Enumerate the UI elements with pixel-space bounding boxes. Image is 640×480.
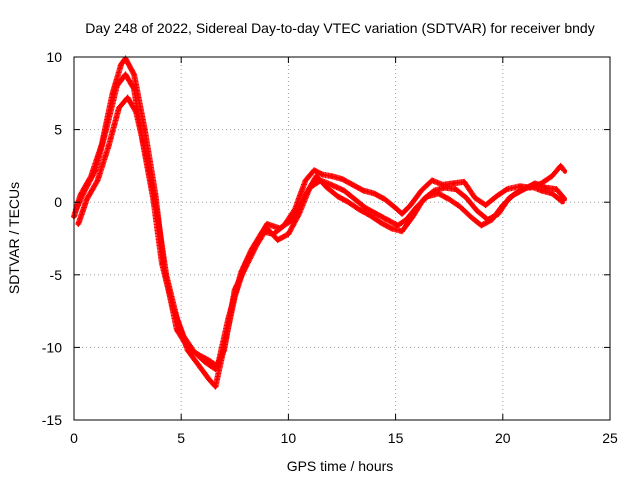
- point-marker: [78, 194, 85, 201]
- point-marker: [79, 191, 86, 198]
- point-marker: [73, 205, 80, 212]
- point-marker: [130, 70, 137, 77]
- point-marker: [557, 197, 564, 204]
- point-marker: [318, 170, 325, 177]
- x-axis-label: GPS time / hours: [287, 458, 394, 474]
- x-tick-label: 10: [281, 430, 297, 446]
- grid-lines: [74, 57, 610, 420]
- series-trace-3: [75, 94, 565, 390]
- point-marker: [132, 107, 139, 114]
- point-marker: [561, 167, 568, 174]
- point-marker: [560, 194, 567, 201]
- x-tick-label: 25: [602, 430, 618, 446]
- point-marker: [558, 198, 565, 205]
- chart-title: Day 248 of 2022, Sidereal Day-to-day VTE…: [85, 20, 594, 36]
- point-marker: [79, 192, 86, 199]
- point-marker: [81, 188, 88, 195]
- point-marker: [78, 195, 85, 202]
- point-marker: [74, 203, 81, 210]
- point-marker: [502, 186, 509, 193]
- point-marker: [80, 190, 87, 197]
- point-marker: [77, 197, 84, 204]
- point-marker: [130, 84, 137, 91]
- axis-ticks: 0 5 10 15 20 25 -15 -10 -5 0 5 10: [42, 49, 618, 446]
- x-tick-label: 5: [177, 430, 185, 446]
- x-tick-label: 20: [495, 430, 511, 446]
- point-marker: [561, 195, 568, 202]
- plot-frame: [73, 56, 611, 421]
- y-tick-label: -5: [50, 267, 63, 283]
- point-marker: [560, 166, 567, 173]
- y-tick-label: 0: [54, 194, 62, 210]
- data-series: [71, 55, 568, 390]
- x-tick-label: 0: [70, 430, 78, 446]
- y-axis-label: SDTVAR / TECUs: [6, 182, 22, 294]
- point-marker: [91, 168, 98, 175]
- y-tick-label: 5: [54, 122, 62, 138]
- y-tick-label: -15: [42, 412, 62, 428]
- point-marker: [93, 178, 100, 185]
- y-tick-label: -10: [42, 339, 62, 355]
- point-marker: [76, 199, 83, 206]
- point-marker: [74, 202, 81, 209]
- point-marker: [76, 198, 83, 205]
- series-trace-2: [73, 71, 568, 373]
- y-tick-label: 10: [46, 49, 62, 65]
- x-tick-label: 15: [388, 430, 404, 446]
- series-trace-1: [71, 55, 568, 370]
